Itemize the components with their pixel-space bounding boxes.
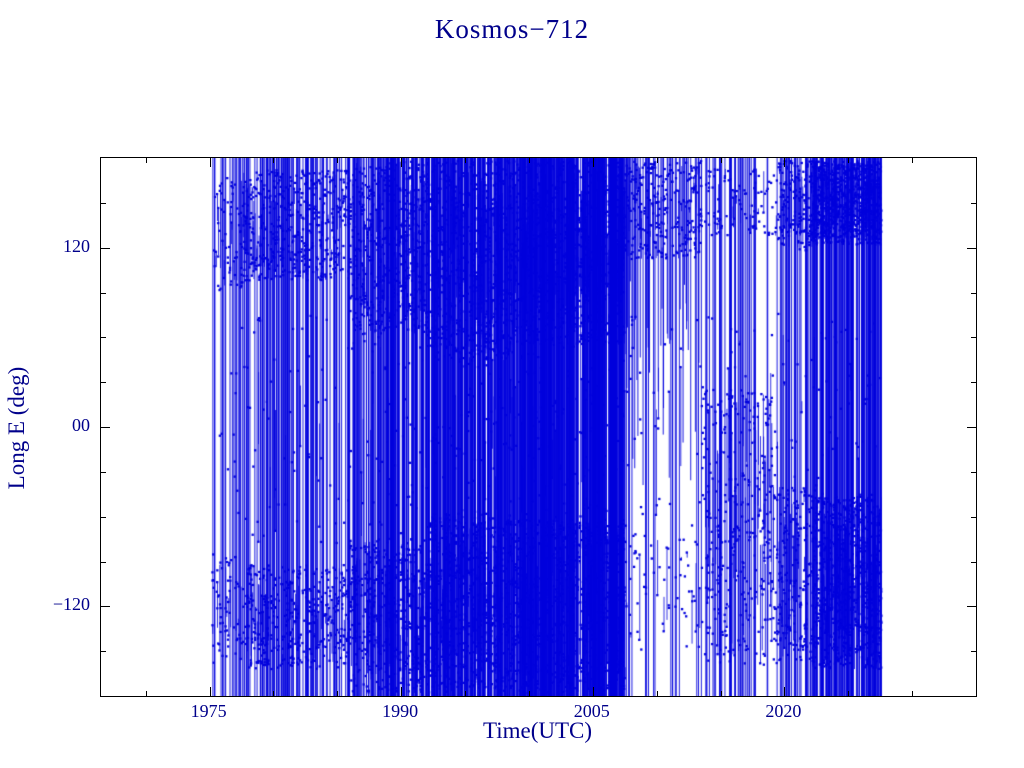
tick-mark	[721, 691, 722, 696]
plot-area	[100, 157, 977, 697]
tick-mark	[912, 158, 913, 163]
tick-mark	[593, 158, 594, 167]
tick-mark	[657, 691, 658, 696]
tick-mark	[912, 691, 913, 696]
tick-mark	[971, 517, 976, 518]
y-tick-label: 120	[63, 235, 90, 256]
tick-mark	[401, 158, 402, 167]
tick-mark	[146, 691, 147, 696]
y-tick-label: −120	[52, 594, 90, 615]
chart-title: Kosmos−712	[434, 14, 590, 44]
tick-mark	[848, 158, 849, 163]
tick-mark	[971, 472, 976, 473]
tick-mark	[971, 337, 976, 338]
data-series-canvas	[101, 158, 976, 696]
x-tick-label: 2005	[573, 701, 610, 721]
tick-mark	[101, 382, 106, 383]
tick-mark	[337, 158, 338, 163]
tick-mark	[337, 691, 338, 696]
tick-mark	[784, 158, 785, 167]
x-tick-label: 1975	[190, 701, 227, 721]
tick-mark	[721, 158, 722, 163]
tick-mark	[971, 562, 976, 563]
tick-mark	[210, 158, 211, 167]
tick-mark	[971, 203, 976, 204]
tick-mark	[210, 687, 211, 696]
tick-mark	[101, 606, 110, 607]
tick-mark	[401, 687, 402, 696]
tick-mark	[101, 293, 106, 294]
tick-mark	[101, 562, 106, 563]
y-tick-label: 00	[72, 415, 90, 435]
tick-mark	[146, 158, 147, 163]
tick-mark	[273, 158, 274, 163]
tick-mark	[593, 687, 594, 696]
tick-mark	[101, 248, 110, 249]
tick-mark	[101, 203, 106, 204]
tick-mark	[101, 337, 106, 338]
tick-mark	[784, 687, 785, 696]
x-axis-label: Time(UTC)	[482, 718, 593, 743]
tick-mark	[967, 427, 976, 428]
tick-mark	[971, 382, 976, 383]
x-tick-label: 2020	[765, 701, 802, 721]
tick-mark	[657, 158, 658, 163]
tick-mark	[967, 248, 976, 249]
tick-mark	[971, 293, 976, 294]
tick-mark	[101, 472, 106, 473]
tick-mark	[529, 691, 530, 696]
tick-mark	[848, 691, 849, 696]
tick-mark	[465, 691, 466, 696]
tick-mark	[529, 158, 530, 163]
tick-mark	[101, 651, 106, 652]
tick-mark	[971, 651, 976, 652]
tick-mark	[101, 517, 106, 518]
x-tick-label: 1990	[382, 701, 419, 721]
tick-mark	[101, 427, 110, 428]
tick-mark	[967, 606, 976, 607]
tick-mark	[465, 158, 466, 163]
tick-mark	[273, 691, 274, 696]
